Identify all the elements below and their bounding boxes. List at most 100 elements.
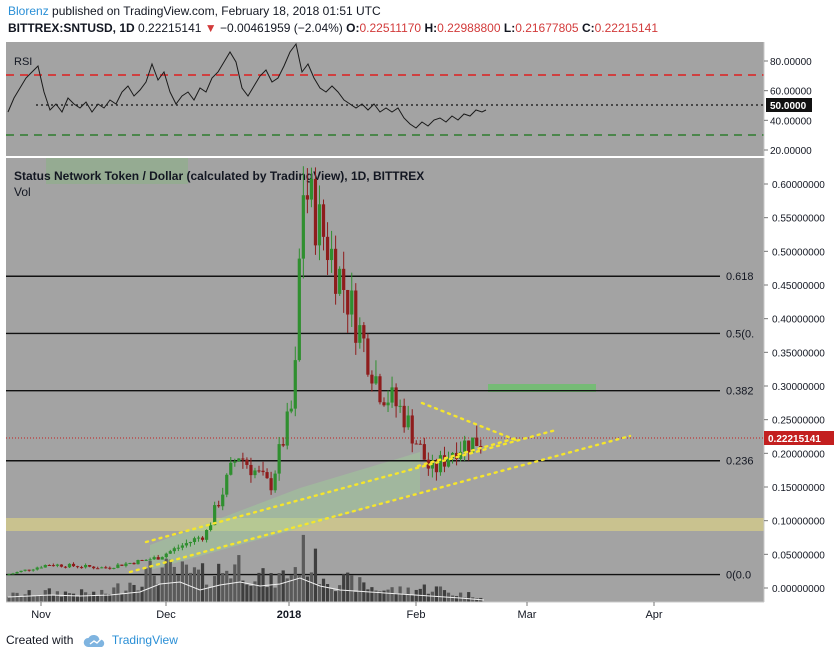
candle-body — [350, 290, 354, 315]
candle-body — [241, 458, 245, 460]
volume-bar — [354, 591, 358, 602]
rsi-tick-label: 80.00000 — [770, 57, 812, 68]
chart-canvas[interactable]: RSI 80.00000 60.00000 40.00000 20.00000 50.… — [0, 0, 840, 620]
candle-body — [325, 236, 330, 261]
fib-label: 0.382 — [726, 386, 754, 398]
volume-bar — [273, 587, 277, 602]
volume-bar — [285, 578, 289, 602]
volume-bar — [471, 597, 475, 602]
candle-body — [402, 405, 406, 428]
volume-bar — [241, 580, 245, 602]
fib-label: 0.5(0. — [726, 328, 754, 340]
volume-bar — [249, 585, 253, 602]
volume-bar — [132, 584, 136, 602]
publisher-name[interactable]: Blorenz — [8, 4, 49, 18]
volume-ma-line — [7, 577, 485, 601]
high-label: H: — [424, 21, 438, 35]
volume-bar — [120, 593, 124, 602]
volume-bar — [305, 576, 309, 602]
volume-bar — [317, 584, 322, 602]
time-tick-label: Apr — [645, 609, 662, 620]
candle-body — [221, 494, 225, 507]
candle-body — [366, 338, 370, 375]
candle-body — [338, 268, 342, 294]
candle-body — [204, 530, 209, 540]
candle-body — [463, 440, 467, 452]
support-zone-yellow — [6, 518, 764, 531]
volume-bar — [414, 589, 418, 602]
volume-bar — [15, 592, 19, 602]
candle-body — [422, 444, 426, 460]
candle-body — [309, 178, 314, 200]
trend-line-upper — [144, 428, 558, 544]
volume-bar — [358, 577, 362, 602]
candle-body — [96, 568, 100, 570]
volume-bar — [75, 596, 80, 602]
price-tick-label: 0.55000000 — [772, 214, 825, 225]
volume-bar — [402, 593, 406, 602]
volume-bar — [128, 582, 132, 602]
volume-bar — [204, 584, 209, 602]
volume-bar — [229, 578, 233, 602]
candle-body — [92, 566, 96, 569]
candle-body — [88, 565, 92, 567]
candle-body — [112, 567, 116, 569]
tradingview-cloud-icon — [83, 634, 104, 647]
volume-bar — [463, 597, 467, 602]
candle-body — [438, 455, 443, 473]
rsi-pane[interactable] — [6, 42, 764, 156]
candle-body — [386, 402, 390, 406]
last-price-badge — [764, 431, 834, 445]
candle-body — [31, 569, 35, 571]
volume-bar — [168, 559, 172, 602]
volume-bar — [140, 586, 144, 602]
candle-body — [317, 204, 322, 246]
candle-body — [39, 567, 43, 569]
candle-body — [100, 567, 104, 569]
volume-bar — [63, 591, 68, 602]
volume-bar — [35, 595, 39, 602]
volume-bar — [164, 558, 168, 602]
candle-body — [51, 565, 55, 567]
candle-body — [188, 542, 193, 544]
volume-bar — [196, 569, 201, 602]
price-tick-label: 0.05000000 — [772, 550, 825, 561]
volume-bar — [23, 594, 27, 602]
candle-body — [321, 204, 326, 237]
candle-body — [140, 560, 144, 562]
candle-body — [180, 545, 184, 548]
price-tick-label: 0.50000000 — [772, 247, 825, 258]
price-pane[interactable] — [6, 158, 764, 602]
candle-body — [362, 325, 366, 339]
volume-bar — [160, 567, 164, 602]
low-value: 0.21677805 — [515, 21, 579, 35]
candle-body — [23, 569, 27, 571]
candle-body — [67, 563, 72, 568]
publish-line: Blorenz published on TradingView.com, Fe… — [8, 4, 381, 18]
volume-bar — [176, 575, 180, 602]
volume-bar — [100, 589, 104, 602]
volume-bar — [96, 594, 100, 602]
tradingview-link[interactable]: TradingView — [111, 633, 178, 647]
time-tick-label: Mar — [518, 609, 537, 620]
candle-body — [84, 565, 88, 568]
volume-bar — [350, 575, 354, 602]
volume-bar — [180, 561, 184, 602]
price-tick-label: 0.10000000 — [772, 517, 825, 528]
volume-bar — [200, 563, 205, 602]
candle-body — [426, 459, 430, 469]
candle-body — [27, 569, 31, 571]
candle-body — [217, 505, 221, 507]
volume-bar — [378, 591, 382, 602]
volume-bar — [366, 589, 370, 602]
volume-bar — [261, 568, 265, 602]
candle-body — [285, 411, 289, 446]
candle-body — [269, 478, 273, 491]
candle-body — [120, 564, 124, 566]
candle-body — [479, 445, 483, 447]
triangle-upper — [420, 401, 518, 442]
candle-body — [164, 553, 168, 558]
rsi-line — [7, 42, 487, 129]
volume-bar — [374, 590, 378, 602]
